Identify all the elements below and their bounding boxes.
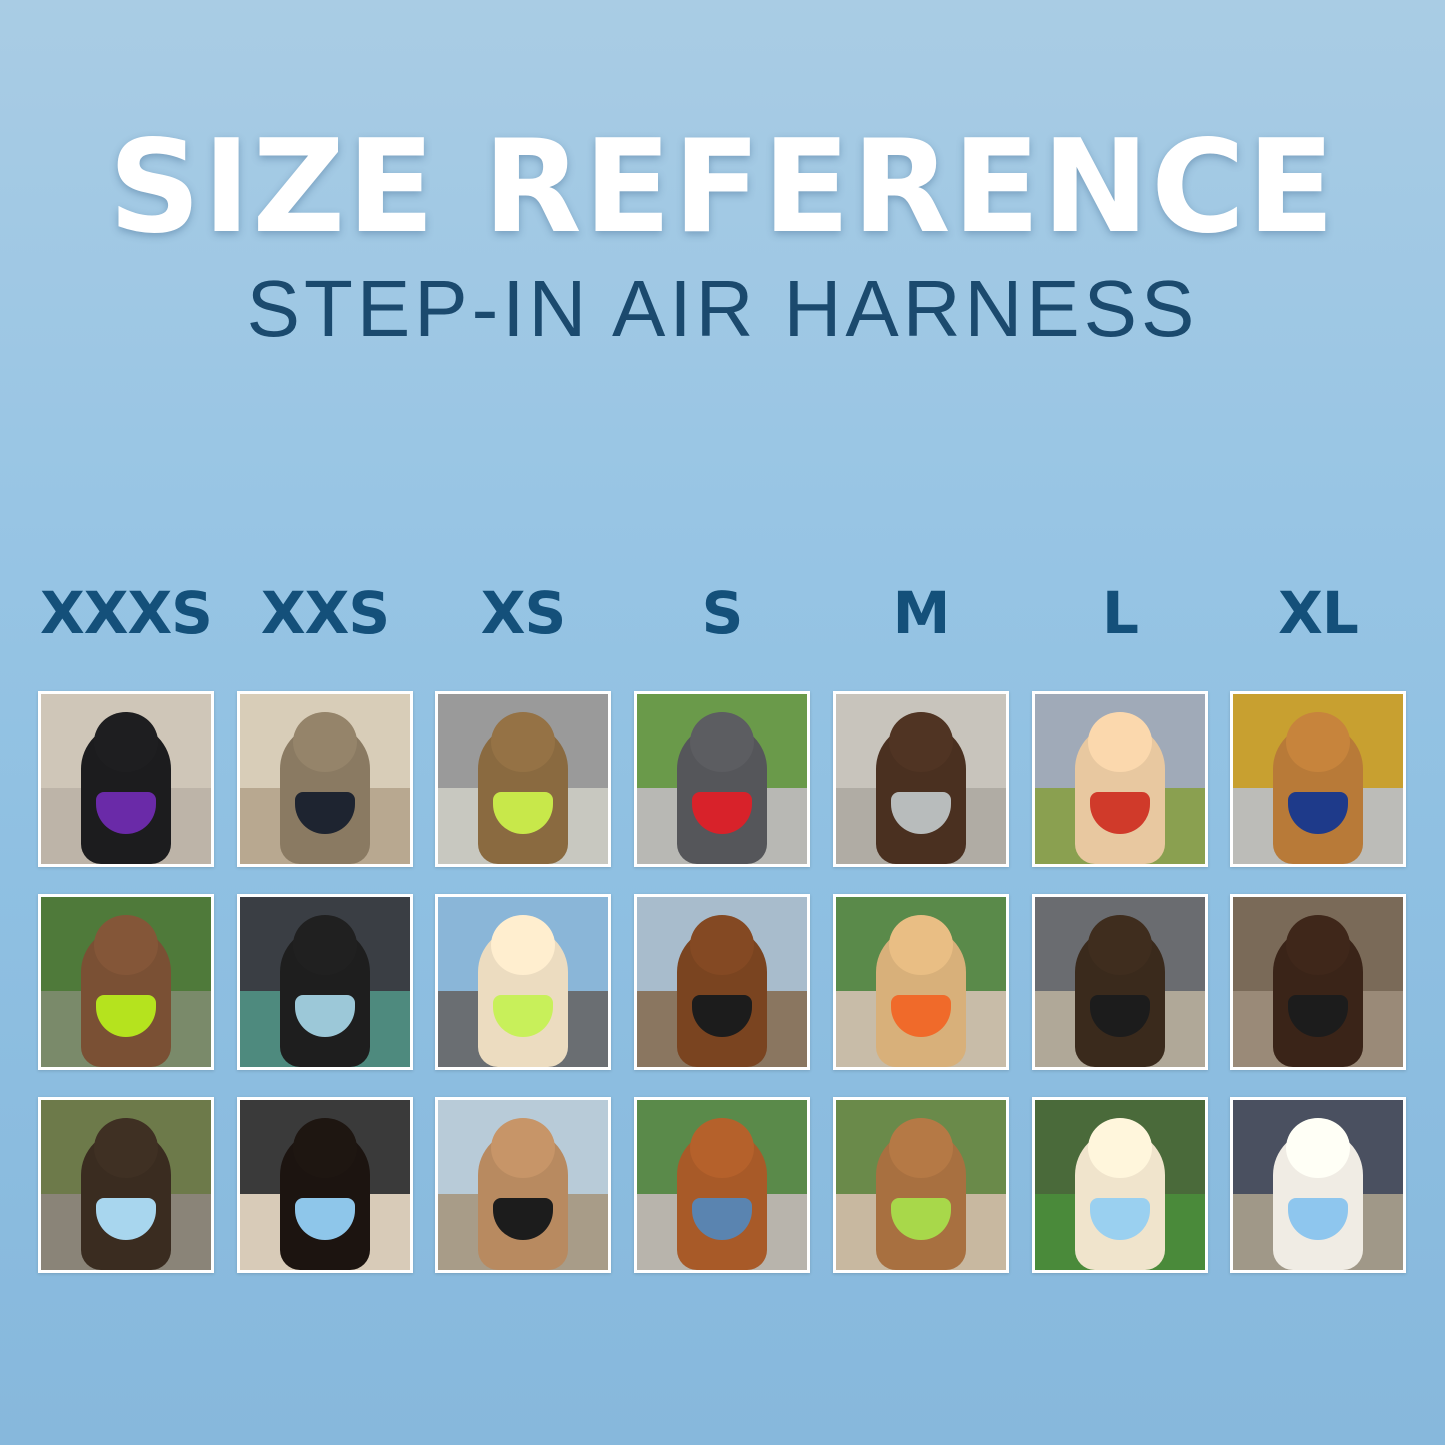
pet-photo-xxxs-3 [38, 1097, 214, 1273]
pet-photo-m-2 [833, 894, 1009, 1070]
pet-photo-m-1 [833, 691, 1009, 867]
pet-head [491, 915, 555, 975]
size-label-m: M [892, 579, 951, 647]
size-label-xxxs: XXXS [40, 579, 213, 647]
page-subtitle: STEP-IN AIR HARNESS [246, 264, 1199, 353]
pet-head [1088, 1118, 1152, 1178]
size-label-xxs: XXS [260, 579, 390, 647]
pet-photo-xxxs-2 [38, 894, 214, 1070]
pet-head [94, 915, 158, 975]
pet-head [889, 915, 953, 975]
pet-head [293, 915, 357, 975]
pet-photo-xxxs-1 [38, 691, 214, 867]
pet-head [94, 1118, 158, 1178]
pet-head [1088, 915, 1152, 975]
pet-head [1286, 712, 1350, 772]
pet-head [690, 915, 754, 975]
size-label-xl: XL [1278, 579, 1359, 647]
pet-photo-xs-2 [435, 894, 611, 1070]
pet-head [690, 712, 754, 772]
page-title: SIZE REFERENCE [108, 113, 1337, 262]
pet-head [491, 712, 555, 772]
pet-photo-s-2 [634, 894, 810, 1070]
pet-head [690, 1118, 754, 1178]
pet-photo-l-3 [1032, 1097, 1208, 1273]
pet-head [1286, 1118, 1350, 1178]
pet-photo-m-3 [833, 1097, 1009, 1273]
pet-photo-l-2 [1032, 894, 1208, 1070]
pet-head [293, 712, 357, 772]
pet-photo-xxs-3 [237, 1097, 413, 1273]
pet-head [1286, 915, 1350, 975]
pet-photo-s-3 [634, 1097, 810, 1273]
size-label-xs: XS [480, 579, 567, 647]
pet-head [889, 712, 953, 772]
pet-photo-xl-1 [1230, 691, 1406, 867]
pet-photo-xl-3 [1230, 1097, 1406, 1273]
size-label-l: L [1102, 579, 1139, 647]
pet-photo-xs-1 [435, 691, 611, 867]
pet-photo-l-1 [1032, 691, 1208, 867]
pet-photo-xs-3 [435, 1097, 611, 1273]
pet-head [889, 1118, 953, 1178]
pet-photo-s-1 [634, 691, 810, 867]
pet-photo-xxs-2 [237, 894, 413, 1070]
pet-head [1088, 712, 1152, 772]
pet-head [293, 1118, 357, 1178]
pet-photo-xxs-1 [237, 691, 413, 867]
pet-head [491, 1118, 555, 1178]
pet-head [94, 712, 158, 772]
size-label-s: S [701, 579, 744, 647]
pet-photo-xl-2 [1230, 894, 1406, 1070]
